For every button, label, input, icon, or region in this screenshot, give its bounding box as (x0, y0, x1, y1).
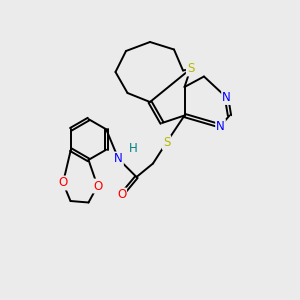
Text: H: H (129, 142, 138, 155)
Text: O: O (58, 176, 68, 190)
Text: N: N (222, 91, 231, 104)
Text: N: N (114, 152, 123, 166)
Text: S: S (163, 136, 170, 149)
Text: S: S (187, 62, 194, 76)
Text: O: O (93, 179, 102, 193)
Text: O: O (117, 188, 126, 202)
Text: N: N (216, 119, 225, 133)
